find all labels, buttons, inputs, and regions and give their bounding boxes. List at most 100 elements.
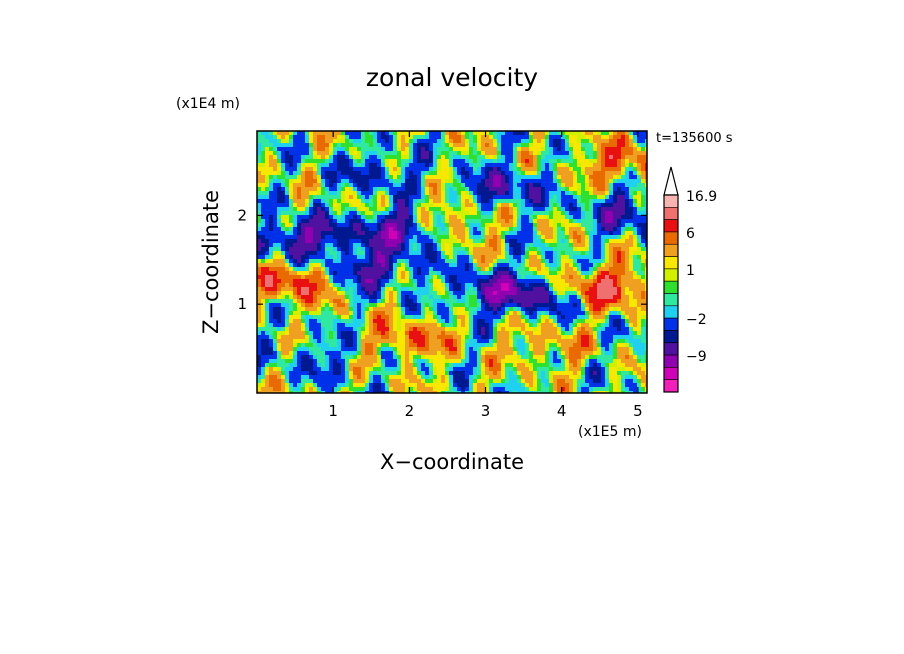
- field-cell: [337, 171, 342, 176]
- field-cell: [517, 199, 522, 204]
- field-cell: [261, 159, 266, 164]
- field-cell: [265, 183, 270, 188]
- field-cell: [273, 167, 278, 172]
- field-cell: [625, 291, 630, 296]
- field-cell: [521, 311, 526, 316]
- field-cell: [473, 199, 478, 204]
- field-cell: [445, 147, 450, 152]
- field-cell: [637, 291, 642, 296]
- field-cell: [309, 199, 314, 204]
- field-cell: [317, 219, 322, 224]
- field-cell: [581, 199, 586, 204]
- field-cell: [417, 219, 422, 224]
- field-cell: [609, 227, 614, 232]
- field-cell: [633, 307, 638, 312]
- field-cell: [305, 243, 310, 248]
- field-cell: [261, 163, 266, 168]
- field-cell: [453, 195, 458, 200]
- field-cell: [429, 287, 434, 292]
- field-cell: [621, 211, 626, 216]
- field-cell: [405, 311, 410, 316]
- field-cell: [313, 143, 318, 148]
- field-cell: [537, 247, 542, 252]
- field-cell: [493, 231, 498, 236]
- field-cell: [325, 155, 330, 160]
- field-cell: [437, 299, 442, 304]
- field-cell: [273, 223, 278, 228]
- field-cell: [509, 315, 514, 320]
- field-cell: [273, 259, 278, 264]
- field-cell: [489, 163, 494, 168]
- field-cell: [309, 215, 314, 220]
- field-cell: [465, 315, 470, 320]
- field-cell: [273, 203, 278, 208]
- field-cell: [381, 227, 386, 232]
- field-cell: [605, 183, 610, 188]
- field-cell: [277, 291, 282, 296]
- field-cell: [409, 323, 414, 328]
- field-cell: [289, 187, 294, 192]
- field-cell: [525, 187, 530, 192]
- field-cell: [461, 319, 466, 324]
- field-cell: [285, 163, 290, 168]
- field-cell: [565, 299, 570, 304]
- field-cell: [581, 263, 586, 268]
- field-cell: [257, 315, 262, 320]
- field-cell: [393, 235, 398, 240]
- field-cell: [373, 299, 378, 304]
- field-cell: [553, 191, 558, 196]
- field-cell: [605, 331, 610, 336]
- field-cell: [397, 303, 402, 308]
- field-cell: [577, 139, 582, 144]
- field-cell: [505, 283, 510, 288]
- field-cell: [481, 139, 486, 144]
- field-cell: [533, 307, 538, 312]
- field-cell: [405, 279, 410, 284]
- field-cell: [413, 291, 418, 296]
- field-cell: [313, 179, 318, 184]
- field-cell: [337, 235, 342, 240]
- field-cell: [297, 231, 302, 236]
- field-cell: [589, 131, 594, 136]
- field-cell: [509, 327, 514, 332]
- field-cell: [401, 211, 406, 216]
- field-cell: [413, 275, 418, 280]
- field-cell: [549, 175, 554, 180]
- field-cell: [405, 267, 410, 272]
- field-cell: [437, 307, 442, 312]
- field-cell: [325, 219, 330, 224]
- field-cell: [473, 231, 478, 236]
- field-cell: [377, 151, 382, 156]
- field-cell: [597, 171, 602, 176]
- field-cell: [517, 167, 522, 172]
- field-cell: [325, 311, 330, 316]
- field-cell: [421, 327, 426, 332]
- field-cell: [321, 319, 326, 324]
- field-cell: [353, 267, 358, 272]
- field-cell: [381, 267, 386, 272]
- field-cell: [485, 331, 490, 336]
- field-cell: [393, 159, 398, 164]
- field-cell: [529, 287, 534, 292]
- field-cell: [297, 195, 302, 200]
- field-cell: [517, 139, 522, 144]
- field-cell: [317, 267, 322, 272]
- field-cell: [441, 139, 446, 144]
- field-cell: [597, 207, 602, 212]
- field-cell: [417, 183, 422, 188]
- field-cell: [293, 271, 298, 276]
- field-cell: [445, 315, 450, 320]
- field-cell: [317, 163, 322, 168]
- field-cell: [473, 315, 478, 320]
- field-cell: [641, 155, 646, 160]
- field-cell: [277, 299, 282, 304]
- field-cell: [437, 239, 442, 244]
- field-cell: [341, 191, 346, 196]
- field-cell: [349, 207, 354, 212]
- field-cell: [577, 135, 582, 140]
- field-cell: [293, 163, 298, 168]
- field-cell: [285, 275, 290, 280]
- field-cell: [509, 155, 514, 160]
- field-cell: [465, 151, 470, 156]
- field-cell: [285, 219, 290, 224]
